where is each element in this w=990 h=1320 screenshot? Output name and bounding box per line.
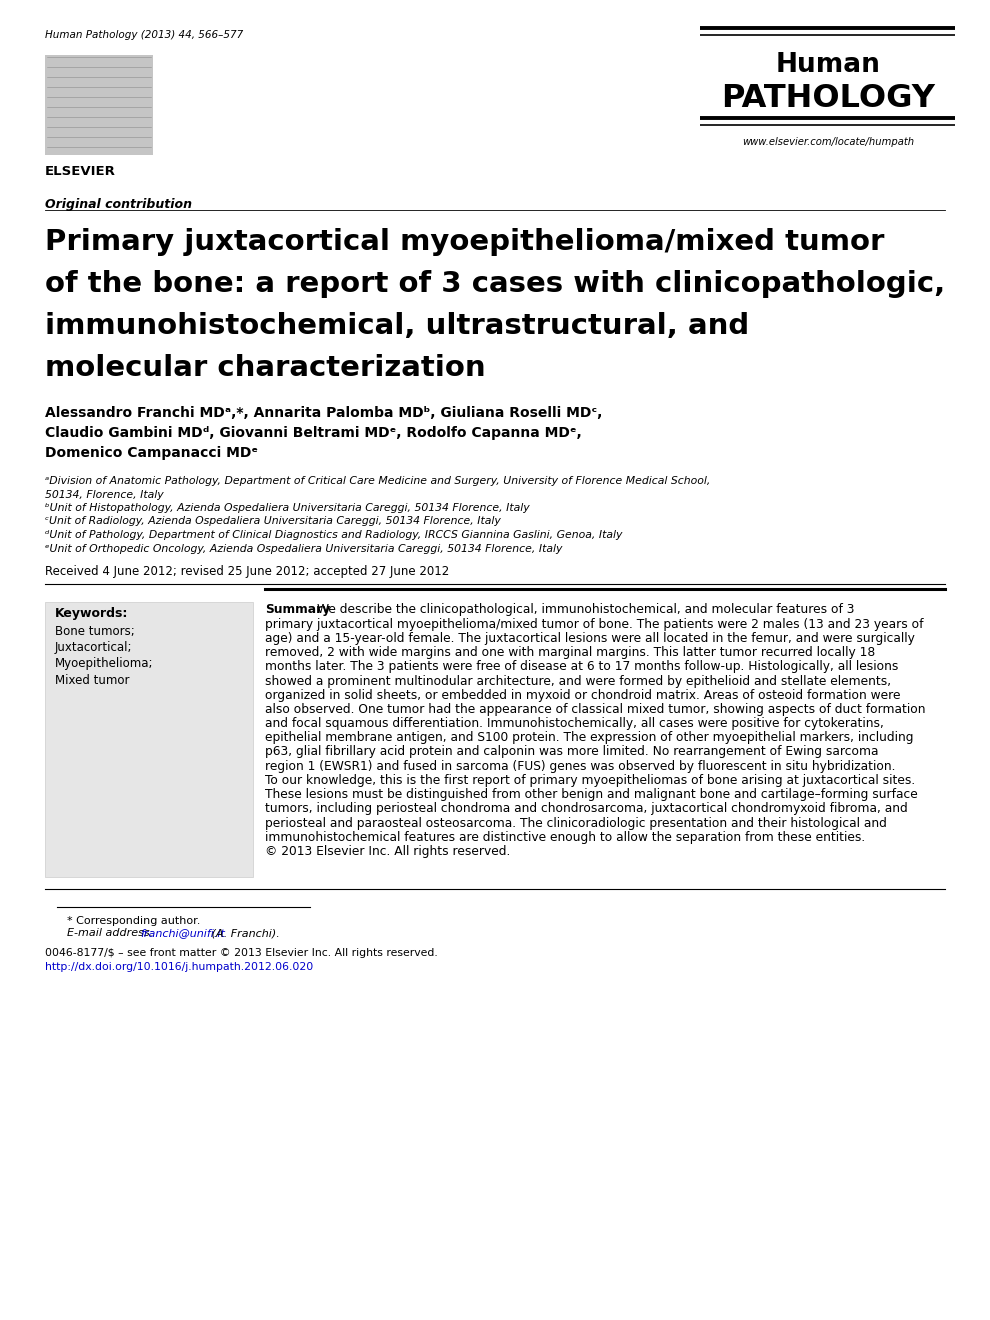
Text: ᵃDivision of Anatomic Pathology, Department of Critical Care Medicine and Surger: ᵃDivision of Anatomic Pathology, Departm…: [45, 477, 711, 486]
Text: www.elsevier.com/locate/humpath: www.elsevier.com/locate/humpath: [742, 137, 914, 147]
Text: Mixed tumor: Mixed tumor: [55, 673, 130, 686]
Text: epithelial membrane antigen, and S100 protein. The expression of other myoepithe: epithelial membrane antigen, and S100 pr…: [265, 731, 914, 744]
Text: age) and a 15-year-old female. The juxtacortical lesions were all located in the: age) and a 15-year-old female. The juxta…: [265, 632, 915, 645]
Text: molecular characterization: molecular characterization: [45, 354, 486, 381]
Text: http://dx.doi.org/10.1016/j.humpath.2012.06.020: http://dx.doi.org/10.1016/j.humpath.2012…: [45, 962, 313, 973]
Text: These lesions must be distinguished from other benign and malignant bone and car: These lesions must be distinguished from…: [265, 788, 918, 801]
Text: tumors, including periosteal chondroma and chondrosarcoma, juxtacortical chondro: tumors, including periosteal chondroma a…: [265, 803, 908, 816]
Text: primary juxtacortical myoepithelioma/mixed tumor of bone. The patients were 2 ma: primary juxtacortical myoepithelioma/mix…: [265, 618, 924, 631]
Text: ᵇUnit of Histopathology, Azienda Ospedaliera Universitaria Careggi, 50134 Floren: ᵇUnit of Histopathology, Azienda Ospedal…: [45, 503, 530, 513]
Bar: [45, 602, 253, 876]
Text: Keywords:: Keywords:: [55, 607, 129, 620]
Text: © 2013 Elsevier Inc. All rights reserved.: © 2013 Elsevier Inc. All rights reserved…: [265, 845, 511, 858]
Text: of the bone: a report of 3 cases with clinicopathologic,: of the bone: a report of 3 cases with cl…: [45, 271, 945, 298]
Text: Juxtacortical;: Juxtacortical;: [55, 642, 133, 655]
Text: Alessandro Franchi MDᵃ,*, Annarita Palomba MDᵇ, Giuliana Roselli MDᶜ,: Alessandro Franchi MDᵃ,*, Annarita Palom…: [45, 407, 602, 420]
Text: franchi@unifi.it: franchi@unifi.it: [140, 928, 225, 939]
Text: Original contribution: Original contribution: [45, 198, 192, 211]
Text: Domenico Campanacci MDᵉ: Domenico Campanacci MDᵉ: [45, 446, 258, 459]
Text: E-mail address:: E-mail address:: [67, 928, 156, 939]
Text: Human Pathology (2013) 44, 566–577: Human Pathology (2013) 44, 566–577: [45, 30, 244, 40]
Text: PATHOLOGY: PATHOLOGY: [721, 83, 935, 114]
Text: immunohistochemical features are distinctive enough to allow the separation from: immunohistochemical features are distinc…: [265, 830, 865, 843]
Text: also observed. One tumor had the appearance of classical mixed tumor, showing as: also observed. One tumor had the appeara…: [265, 702, 926, 715]
Text: ᶜUnit of Radiology, Azienda Ospedaliera Universitaria Careggi, 50134 Florence, I: ᶜUnit of Radiology, Azienda Ospedaliera …: [45, 516, 501, 527]
Text: (A. Franchi).: (A. Franchi).: [208, 928, 280, 939]
Text: We describe the clinicopathological, immunohistochemical, and molecular features: We describe the clinicopathological, imm…: [317, 603, 854, 616]
Text: * Corresponding author.: * Corresponding author.: [67, 916, 200, 927]
Text: removed, 2 with wide margins and one with marginal margins. This latter tumor re: removed, 2 with wide margins and one wit…: [265, 645, 875, 659]
Text: ELSEVIER: ELSEVIER: [45, 165, 116, 178]
Text: Claudio Gambini MDᵈ, Giovanni Beltrami MDᵉ, Rodolfo Capanna MDᵉ,: Claudio Gambini MDᵈ, Giovanni Beltrami M…: [45, 426, 582, 440]
Text: 50134, Florence, Italy: 50134, Florence, Italy: [45, 490, 163, 499]
Text: To our knowledge, this is the first report of primary myoepitheliomas of bone ar: To our knowledge, this is the first repo…: [265, 774, 915, 787]
Text: Human: Human: [775, 51, 880, 78]
Text: ᵉUnit of Orthopedic Oncology, Azienda Ospedaliera Universitaria Careggi, 50134 F: ᵉUnit of Orthopedic Oncology, Azienda Os…: [45, 544, 562, 553]
Text: Received 4 June 2012; revised 25 June 2012; accepted 27 June 2012: Received 4 June 2012; revised 25 June 20…: [45, 565, 449, 578]
Text: Myoepithelioma;: Myoepithelioma;: [55, 657, 153, 671]
Text: region 1 (EWSR1) and fused in sarcoma (FUS) genes was observed by fluorescent in: region 1 (EWSR1) and fused in sarcoma (F…: [265, 760, 896, 772]
Text: ᵈUnit of Pathology, Department of Clinical Diagnostics and Radiology, IRCCS Gian: ᵈUnit of Pathology, Department of Clinic…: [45, 531, 623, 540]
Text: periosteal and paraosteal osteosarcoma. The clinicoradiologic presentation and t: periosteal and paraosteal osteosarcoma. …: [265, 817, 887, 829]
Text: p63, glial fibrillary acid protein and calponin was more limited. No rearrangeme: p63, glial fibrillary acid protein and c…: [265, 746, 878, 759]
Text: Summary: Summary: [265, 603, 331, 616]
Text: immunohistochemical, ultrastructural, and: immunohistochemical, ultrastructural, an…: [45, 312, 749, 341]
Bar: [45, 55, 153, 154]
Text: and focal squamous differentiation. Immunohistochemically, all cases were positi: and focal squamous differentiation. Immu…: [265, 717, 884, 730]
Text: showed a prominent multinodular architecture, and were formed by epithelioid and: showed a prominent multinodular architec…: [265, 675, 891, 688]
Text: 0046-8177/$ – see front matter © 2013 Elsevier Inc. All rights reserved.: 0046-8177/$ – see front matter © 2013 El…: [45, 949, 438, 958]
Text: Primary juxtacortical myoepithelioma/mixed tumor: Primary juxtacortical myoepithelioma/mix…: [45, 228, 884, 256]
Text: Bone tumors;: Bone tumors;: [55, 626, 135, 639]
Text: months later. The 3 patients were free of disease at 6 to 17 months follow-up. H: months later. The 3 patients were free o…: [265, 660, 898, 673]
Text: organized in solid sheets, or embedded in myxoid or chondroid matrix. Areas of o: organized in solid sheets, or embedded i…: [265, 689, 901, 702]
